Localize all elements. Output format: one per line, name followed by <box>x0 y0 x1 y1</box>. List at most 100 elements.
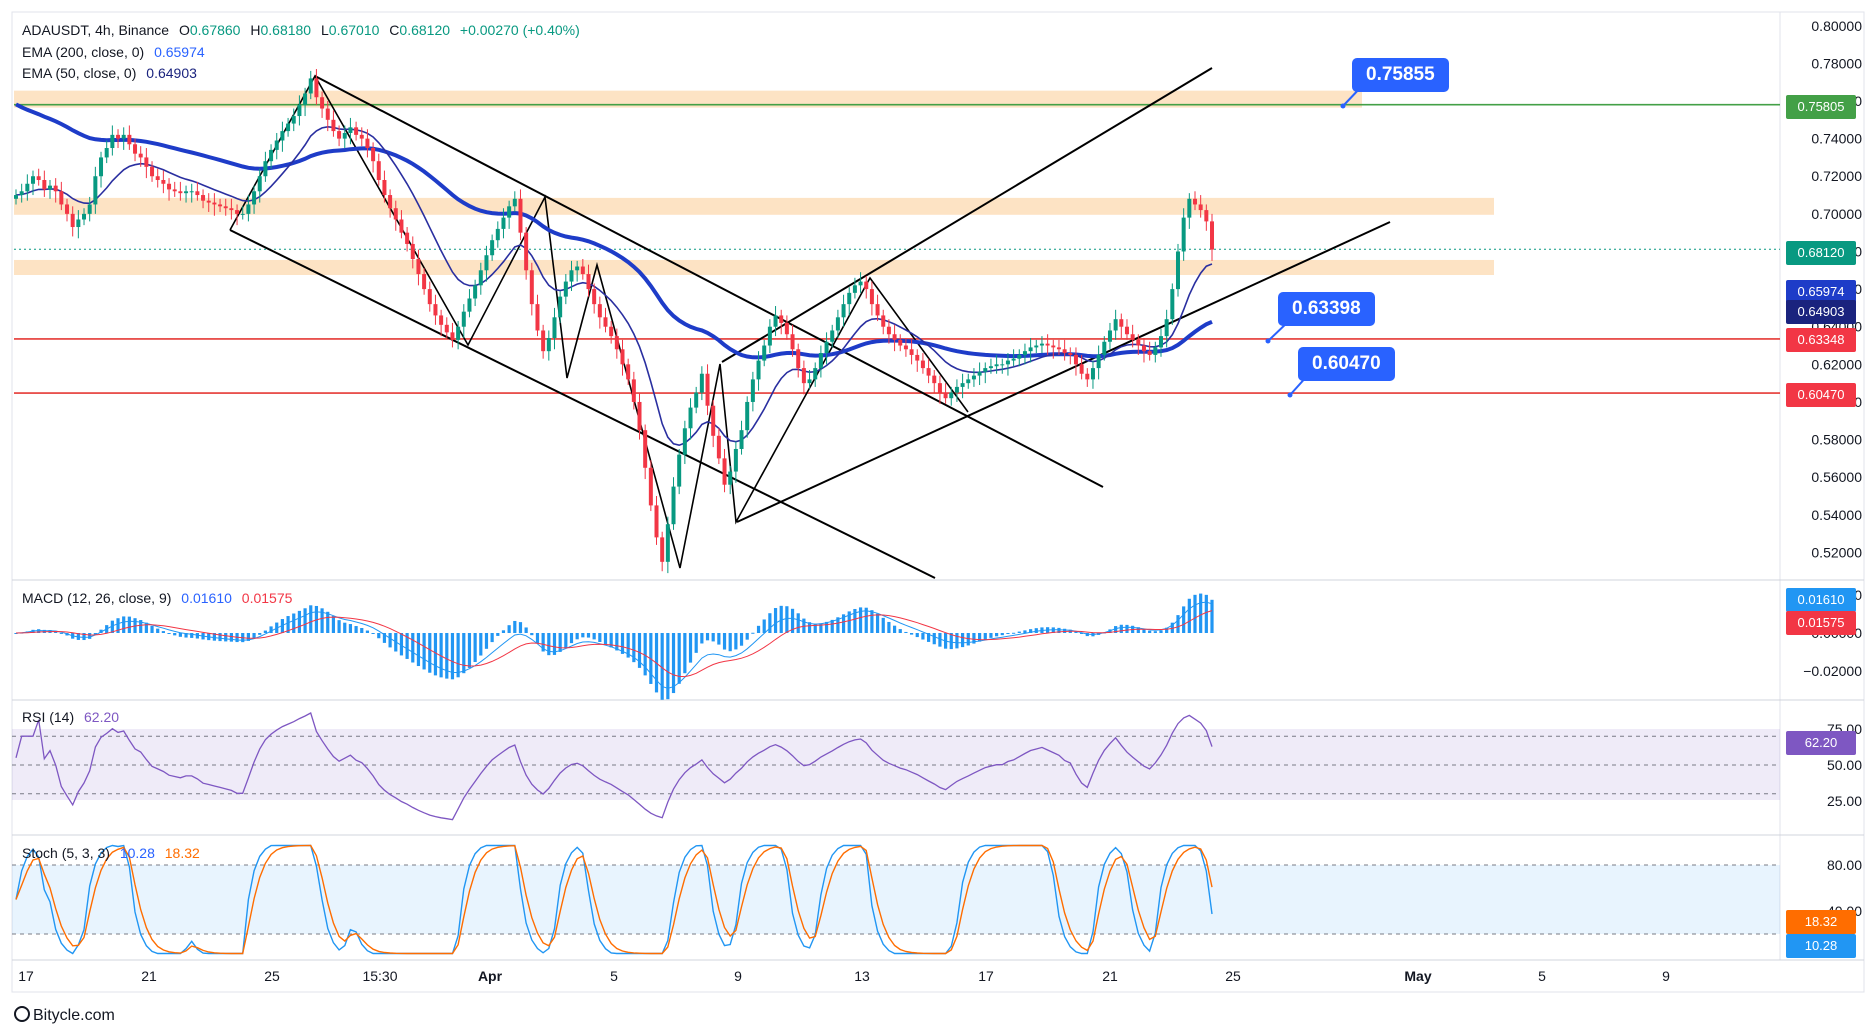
macd-histogram-bar <box>309 605 313 633</box>
candle-body <box>342 132 347 139</box>
axis-tag-stoch-k: 10.28 <box>1786 934 1856 958</box>
callout-resistance[interactable]: 0.75855 <box>1352 58 1449 92</box>
time-tick-label: 9 <box>1662 968 1670 984</box>
price-candles <box>14 69 1214 574</box>
macd-line <box>15 601 1213 689</box>
candle-body <box>637 401 642 431</box>
close-label: C <box>389 22 400 38</box>
candle-body <box>739 430 744 449</box>
candle-body <box>529 270 534 305</box>
candle-body <box>507 206 512 218</box>
candle-body <box>558 296 563 318</box>
candle-body <box>297 104 302 117</box>
macd-histogram-bar <box>462 633 466 674</box>
macd-histogram-bar <box>1182 606 1186 633</box>
macd-histogram-bar <box>1017 631 1021 633</box>
candle-body <box>728 471 733 485</box>
candle-body <box>53 185 58 192</box>
candle-body <box>801 368 806 384</box>
axis-tag-resistance: 0.75805 <box>1786 95 1856 119</box>
candle-body <box>410 243 415 259</box>
channel-down-upper[interactable] <box>314 75 1104 488</box>
macd-legend[interactable]: MACD (12, 26, close, 9) 0.01610 0.01575 <box>22 590 298 606</box>
macd-signal-line <box>15 610 1213 678</box>
macd-histogram-bar <box>212 633 216 641</box>
rsi-label: RSI (14) <box>22 709 75 725</box>
candle-body <box>31 176 36 184</box>
candle-body <box>943 392 948 399</box>
candle-body <box>127 134 132 145</box>
macd-histogram-bar <box>246 633 250 641</box>
candle-body <box>240 213 245 215</box>
candle-body <box>1000 364 1005 366</box>
channel-down-lower[interactable] <box>229 229 936 579</box>
macd-histogram-bar <box>626 633 630 658</box>
candle-body <box>218 204 223 207</box>
macd-histogram-bar <box>592 633 596 640</box>
candle-body <box>257 176 262 192</box>
callout-support-2[interactable]: 0.60470 <box>1298 347 1395 381</box>
stoch-band-lines <box>12 864 1780 935</box>
macd-histogram-bar <box>598 633 602 642</box>
ema50-value: 0.64903 <box>146 65 197 81</box>
macd-histogram-bar <box>615 633 619 651</box>
candle-body <box>1017 354 1022 359</box>
candle-body <box>201 195 206 201</box>
ema50-legend[interactable]: EMA (50, close, 0) 0.64903 <box>22 65 203 81</box>
candle-body <box>1068 353 1073 355</box>
footer-brand[interactable]: Bitycle.com <box>14 1006 115 1025</box>
macd-histogram-bar <box>1080 633 1084 634</box>
macd-histogram-bar <box>932 633 936 645</box>
macd-histogram-bar <box>535 633 540 644</box>
macd-histogram-bar <box>292 613 296 633</box>
macd-histogram-bar <box>904 631 908 633</box>
macd-histogram-bar <box>887 621 891 633</box>
candle-body <box>954 386 959 393</box>
macd-histogram-bar <box>530 633 534 636</box>
candle-body <box>1113 319 1118 331</box>
candle-body <box>473 285 478 299</box>
macd-histogram-bar <box>1119 624 1123 633</box>
time-tick-label: 17 <box>978 968 994 984</box>
macd-histogram-bar <box>564 633 568 648</box>
callout-support-1[interactable]: 0.63398 <box>1278 292 1375 326</box>
candle-body <box>133 144 138 154</box>
candle-body <box>229 208 234 211</box>
macd-histogram-bar <box>853 608 857 633</box>
drawn-trendlines[interactable] <box>229 67 1391 579</box>
candle-body <box>461 311 466 327</box>
macd-histogram-bar <box>734 633 738 650</box>
ema200-legend[interactable]: EMA (200, close, 0) 0.65974 <box>22 44 211 60</box>
candle-body <box>909 349 914 355</box>
candle-body <box>93 176 98 205</box>
price-tick-label: 0.72000 <box>1811 168 1862 184</box>
macd-histogram-bar <box>195 633 199 639</box>
macd-histogram-bar <box>433 633 438 676</box>
candle-body <box>512 198 517 207</box>
candle-body <box>926 368 931 376</box>
symbol-name[interactable]: ADAUSDT, 4h, Binance <box>22 22 170 38</box>
macd-histogram-bar <box>218 633 222 642</box>
macd-histogram-bar <box>326 611 330 633</box>
candle-body <box>1051 345 1056 348</box>
candle-body <box>1107 330 1112 342</box>
candle-body <box>167 183 172 190</box>
candle-body <box>852 285 857 293</box>
candle-body <box>1164 319 1169 337</box>
price-tick-label: 0.52000 <box>1811 544 1862 560</box>
macd-histogram-bar <box>331 615 336 633</box>
macd-histogram-bar <box>1159 630 1163 633</box>
macd-histogram-bar <box>139 620 143 633</box>
candle-body <box>82 213 87 220</box>
macd-histogram-bar <box>252 633 256 639</box>
candle-body <box>796 349 801 369</box>
stoch-legend[interactable]: Stoch (5, 3, 3) 10.28 18.32 <box>22 845 206 861</box>
rsi-legend[interactable]: RSI (14) 62.20 <box>22 709 125 725</box>
channel-up-upper[interactable] <box>721 67 1213 363</box>
zigzag-pattern[interactable] <box>229 74 969 569</box>
price-zone <box>14 259 1494 275</box>
candle-body <box>614 336 619 350</box>
channel-up-lower[interactable] <box>736 221 1391 523</box>
macd-histogram-bar <box>428 633 432 673</box>
